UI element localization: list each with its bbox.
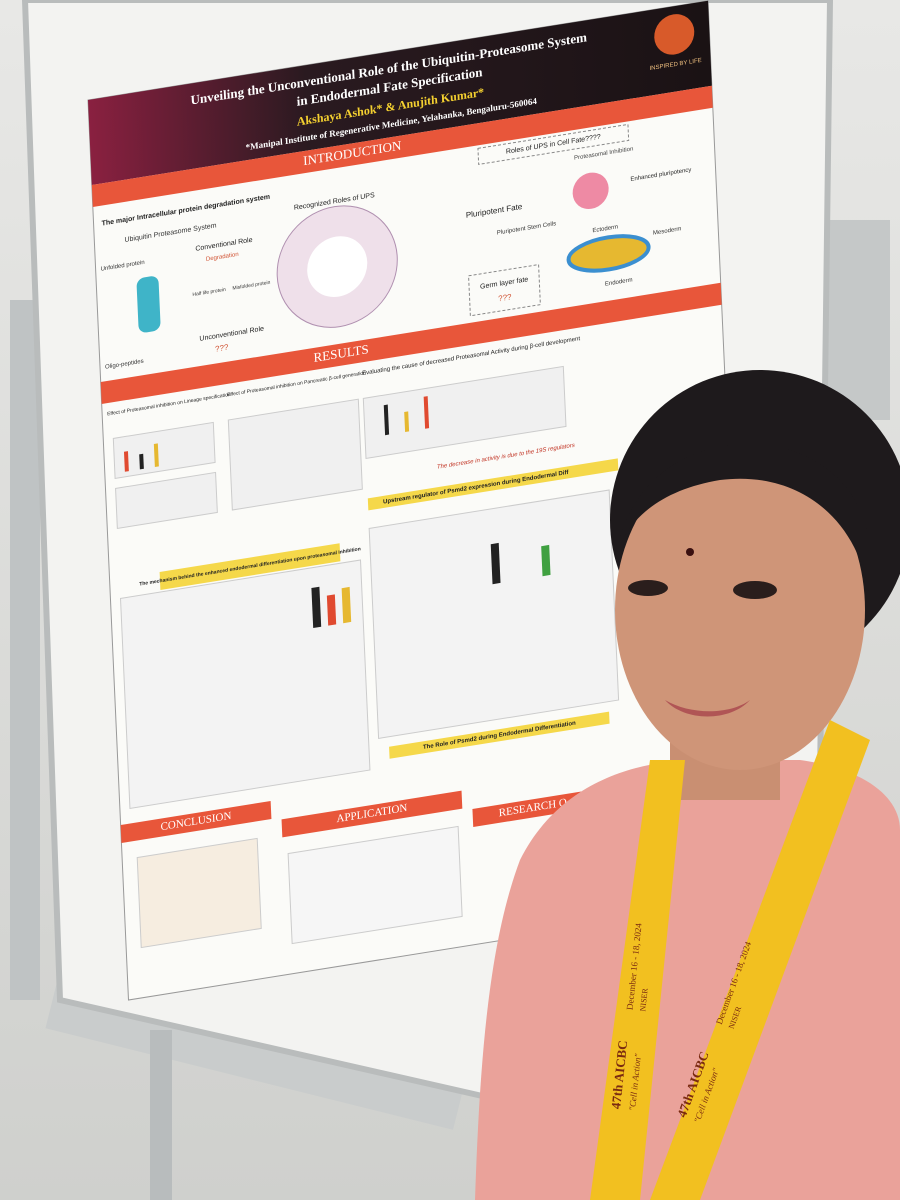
stand-leg — [150, 1030, 172, 1200]
stand-left — [10, 300, 40, 1000]
intro-text: Half life protein — [192, 287, 226, 298]
figure-panel — [136, 837, 262, 949]
proteasome-icon — [136, 276, 161, 333]
intro-text: ??? — [215, 343, 229, 354]
section-band — [472, 789, 594, 828]
lanyard-strap — [650, 720, 870, 1200]
hair-front — [615, 444, 872, 600]
section-band — [100, 282, 722, 404]
intro-text: ??? — [498, 292, 512, 303]
lanyard-strap — [590, 760, 685, 1200]
intro-text: Mesoderm — [653, 226, 682, 236]
intro-text: Degradation — [206, 252, 239, 263]
eye — [733, 581, 777, 599]
bindi — [686, 548, 694, 556]
eye — [628, 580, 668, 596]
callout — [159, 543, 341, 591]
poster-header — [88, 0, 712, 185]
poster: Unveiling the Unconventional Role of the… — [87, 0, 750, 1001]
section-band — [91, 85, 713, 207]
lanyard-text: 47th AICBC — [608, 1040, 630, 1110]
figure-panel — [287, 825, 463, 945]
logo — [654, 14, 695, 55]
face — [615, 450, 865, 770]
callout — [367, 458, 619, 511]
cell-icon — [572, 172, 609, 210]
ups-roles-center — [307, 236, 368, 297]
box — [468, 264, 541, 317]
lips — [665, 700, 750, 717]
section-band — [281, 790, 463, 838]
intro-text: Endoderm — [605, 277, 633, 287]
germ-layer-icon — [566, 234, 651, 273]
section-band — [120, 801, 272, 843]
figure-panels — [112, 365, 620, 809]
intro-text: Ectoderm — [592, 224, 618, 234]
callout — [389, 711, 610, 759]
stand-right — [820, 220, 890, 420]
lanyard-text: NISER — [638, 987, 649, 1012]
